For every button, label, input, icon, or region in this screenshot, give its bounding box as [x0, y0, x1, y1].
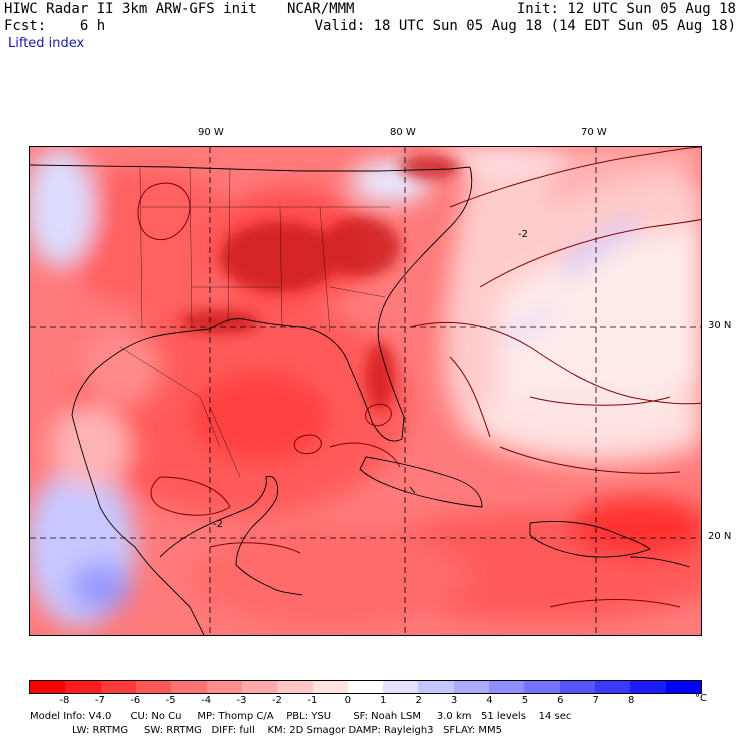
legend-tick-label: -1 [307, 695, 318, 706]
map-title: HIWC Radar II 3km ARW-GFS init [4, 1, 257, 17]
contour-label: -2 [213, 519, 223, 530]
legend-tick-label: -5 [165, 695, 176, 706]
valid-time: Valid: 18 UTC Sun 05 Aug 18 (14 EDT Sun … [314, 18, 736, 34]
latitude-label-20n: 20 N [708, 531, 732, 542]
legend-swatch [630, 681, 666, 693]
legend-tick-label: 3 [450, 695, 458, 706]
deep-instability-shading [180, 155, 460, 412]
legend-unit: °C [695, 693, 707, 704]
legend-swatch [595, 681, 631, 693]
color-legend [29, 680, 702, 694]
map-canvas: -2 -2 [30, 147, 701, 635]
legend-swatch [383, 681, 419, 693]
legend-tick-label: -4 [201, 695, 212, 706]
legend-swatch [206, 681, 242, 693]
legend-swatch [524, 681, 560, 693]
init-time: Init: 12 UTC Sun 05 Aug 18 [516, 1, 736, 17]
legend-tick-label: -7 [94, 695, 105, 706]
field-shading [30, 147, 701, 627]
legend-swatch [489, 681, 525, 693]
lifted-index-contours [137, 147, 701, 608]
legend-swatch [559, 681, 595, 693]
legend-tick-labels: -8 -7 -6 -5 -4 -3 -2 -1 0 1 2 3 4 5 6 7 8 [29, 693, 702, 707]
model-physics-line: LW: RRTMG SW: RRTMG DIFF: full KM: 2D Sm… [72, 725, 502, 736]
legend-tick-label: 1 [380, 695, 387, 706]
longitude-label-90w: 90 W [198, 127, 224, 138]
coastlines [30, 164, 691, 635]
legend-tick-label: 7 [592, 695, 599, 706]
latitude-label-30n: 30 N [708, 320, 732, 331]
legend-swatch [241, 681, 278, 693]
legend-tick-label: 2 [415, 695, 422, 706]
organization-label: NCAR/MMM [287, 1, 355, 17]
legend-swatch [30, 681, 66, 693]
legend-swatch [665, 681, 701, 693]
legend-swatch [277, 681, 313, 693]
legend-tick-label: 5 [521, 695, 529, 706]
contour-label: -2 [518, 229, 528, 240]
legend-swatch [418, 681, 454, 693]
legend-tick-label: -6 [130, 695, 141, 706]
legend-tick-label: -3 [236, 695, 247, 706]
legend-tick-label: -8 [59, 695, 70, 706]
legend-swatch [312, 681, 348, 693]
state-borders [119, 166, 390, 478]
legend-swatch [347, 681, 384, 693]
legend-swatch [453, 681, 490, 693]
longitude-label-70w: 70 W [581, 127, 607, 138]
field-name: Lifted index [8, 36, 85, 51]
legend-tick-label: 0 [344, 695, 351, 706]
legend-tick-label: 4 [486, 695, 493, 706]
legend-swatch [65, 681, 101, 693]
legend-swatch [171, 681, 207, 693]
forecast-hour: Fcst: 6 h [4, 18, 106, 34]
lat-lon-grid [30, 147, 701, 635]
model-info-line: Model Info: V4.0 CU: No Cu MP: Thomp C/A… [30, 711, 572, 722]
legend-tick-label: 8 [627, 695, 635, 706]
legend-tick-label: 6 [557, 695, 564, 706]
legend-swatch [100, 681, 136, 693]
lifted-index-map: -2 -2 [29, 146, 702, 636]
legend-tick-label: -2 [271, 695, 282, 706]
longitude-label-80w: 80 W [390, 127, 416, 138]
legend-swatch [135, 681, 172, 693]
